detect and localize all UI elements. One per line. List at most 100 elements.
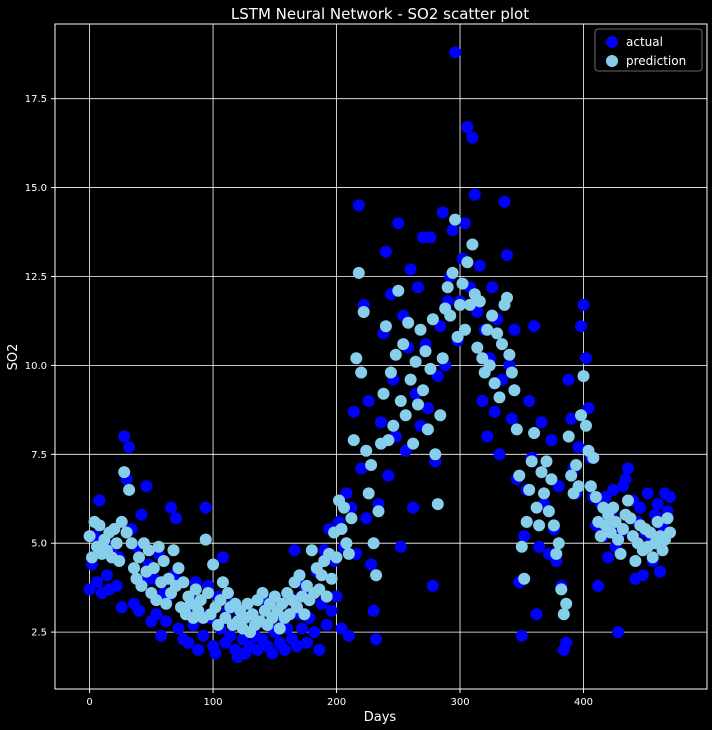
point-actual (150, 608, 163, 621)
point-prediction (120, 526, 133, 539)
point-prediction (664, 526, 676, 539)
point-prediction (454, 298, 466, 311)
point-prediction (496, 338, 508, 351)
point-prediction (399, 409, 412, 422)
point-prediction (518, 572, 531, 585)
point-prediction (614, 547, 627, 560)
point-prediction (276, 597, 289, 610)
point-prediction (142, 544, 155, 557)
point-actual (155, 629, 168, 642)
point-prediction (661, 512, 674, 525)
point-prediction (520, 515, 533, 528)
point-prediction (656, 544, 669, 557)
point-prediction (389, 348, 402, 361)
point-actual (523, 395, 536, 407)
y-axis-ticks: 2.5 5.0 7.5 10.0 12.5 15.0 17.5 (25, 94, 55, 639)
point-actual (209, 647, 222, 660)
point-actual (133, 604, 145, 617)
point-actual (115, 601, 128, 614)
point-prediction (194, 594, 207, 607)
point-prediction (444, 309, 457, 322)
point-prediction (342, 547, 355, 560)
point-actual (545, 434, 558, 447)
point-prediction (528, 427, 541, 439)
point-actual (160, 615, 173, 628)
point-prediction (505, 366, 518, 379)
point-actual (493, 448, 506, 461)
point-prediction (429, 448, 442, 461)
point-prediction (387, 419, 400, 432)
point-prediction (268, 590, 281, 603)
point-prediction (542, 505, 555, 518)
point-actual (508, 323, 521, 336)
point-prediction (219, 611, 232, 624)
point-prediction (372, 505, 385, 518)
point-actual (533, 540, 546, 553)
point-prediction (417, 384, 429, 397)
point-prediction (162, 572, 175, 585)
point-prediction (135, 579, 148, 592)
point-actual (340, 487, 353, 500)
point-prediction (557, 608, 570, 621)
point-prediction (434, 409, 447, 422)
point-prediction (538, 487, 550, 500)
point-prediction (441, 281, 454, 294)
point-actual (572, 441, 585, 454)
point-actual (335, 622, 348, 635)
point-prediction (421, 423, 434, 436)
point-actual (123, 441, 136, 454)
y-tick-label: 15.0 (25, 183, 47, 194)
point-actual (424, 231, 437, 244)
point-actual (486, 281, 499, 294)
point-actual (471, 306, 484, 318)
point-prediction (357, 306, 370, 318)
point-actual (468, 188, 481, 201)
point-prediction (409, 355, 422, 368)
point-actual (91, 576, 103, 589)
point-actual (288, 544, 301, 557)
point-actual (192, 643, 205, 656)
point-prediction (508, 384, 521, 397)
point-prediction (545, 473, 558, 486)
legend-marker-prediction (606, 55, 618, 67)
point-actual (266, 647, 279, 660)
point-actual (392, 217, 405, 230)
point-actual (466, 131, 479, 144)
point-actual (498, 195, 511, 208)
point-actual (352, 199, 365, 212)
point-prediction (547, 519, 560, 532)
point-prediction (540, 455, 553, 468)
y-tick-label: 12.5 (25, 272, 47, 283)
point-prediction (172, 562, 185, 575)
point-prediction (589, 491, 602, 503)
point-prediction (584, 480, 597, 493)
x-tick-label: 100 (204, 697, 223, 708)
point-prediction (293, 569, 306, 582)
point-prediction (283, 608, 296, 621)
point-prediction (199, 533, 212, 546)
point-actual (473, 259, 486, 272)
point-prediction (412, 398, 424, 411)
point-prediction (459, 323, 471, 336)
point-prediction (397, 338, 410, 351)
legend-label-actual: actual (626, 35, 663, 49)
x-tick-label: 200 (327, 697, 346, 708)
y-tick-label: 10.0 (25, 361, 47, 372)
point-actual (140, 480, 153, 493)
point-prediction (212, 619, 224, 631)
point-prediction (160, 597, 173, 610)
point-prediction (108, 523, 121, 535)
point-prediction (483, 359, 496, 372)
point-prediction (612, 533, 625, 546)
point-actual (170, 512, 182, 525)
point-prediction (493, 391, 506, 404)
point-actual (379, 245, 392, 258)
point-prediction (501, 291, 513, 304)
point-actual (426, 579, 439, 592)
point-prediction (291, 601, 303, 614)
point-actual (431, 370, 444, 383)
point-prediction (646, 551, 659, 564)
point-prediction (644, 526, 657, 539)
point-prediction (241, 597, 254, 610)
point-actual (362, 395, 375, 407)
